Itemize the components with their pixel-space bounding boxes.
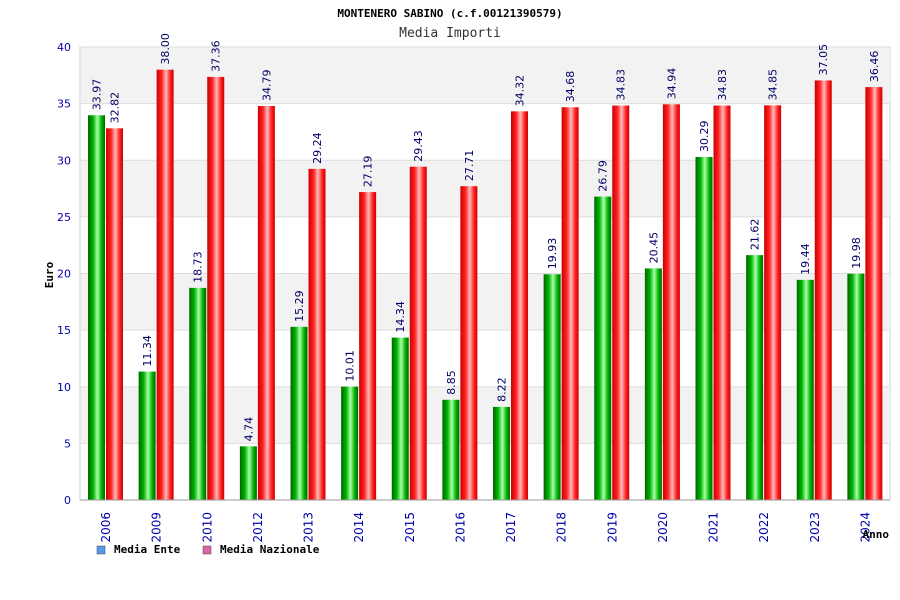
x-tick-label-2016: 2016 — [453, 512, 467, 543]
bar-media-nazionale-2015 — [409, 166, 427, 500]
bar-media-ente-2015 — [391, 337, 409, 500]
value-label-media-ente-2012: 4.74 — [242, 417, 255, 442]
value-label-media-ente-2018: 19.93 — [546, 238, 559, 270]
value-label-media-nazionale-2017: 34.32 — [514, 75, 527, 107]
value-label-media-ente-2016: 8.85 — [445, 370, 458, 395]
x-tick-label-2018: 2018 — [555, 512, 569, 543]
value-label-media-ente-2020: 20.45 — [647, 232, 660, 264]
value-label-media-ente-2021: 30.29 — [698, 120, 711, 152]
value-label-media-nazionale-2020: 34.94 — [665, 68, 678, 100]
y-tick-label: 20 — [57, 268, 71, 281]
chart-subtitle: Media Importi — [399, 26, 501, 41]
y-tick-label: 30 — [57, 154, 71, 167]
x-tick-label-2024: 2024 — [858, 512, 872, 543]
value-label-media-nazionale-2009: 38.00 — [159, 33, 172, 65]
legend-swatch-media-ente — [96, 545, 106, 555]
bar-media-ente-2014 — [341, 386, 359, 500]
bar-media-ente-2024 — [847, 273, 865, 500]
bar-media-nazionale-2022 — [764, 105, 782, 500]
y-tick-label: 25 — [57, 211, 71, 224]
value-label-media-ente-2024: 19.98 — [850, 237, 863, 269]
bar-media-nazionale-2018 — [561, 107, 579, 501]
bar-media-nazionale-2014 — [359, 192, 377, 501]
y-tick-label: 10 — [57, 381, 71, 394]
y-tick-label: 5 — [64, 437, 71, 450]
y-tick-label: 40 — [57, 41, 71, 54]
value-label-media-ente-2022: 21.62 — [749, 219, 762, 251]
bar-media-nazionale-2023 — [814, 80, 832, 500]
value-label-media-nazionale-2022: 34.85 — [767, 69, 780, 101]
bar-media-nazionale-2016 — [460, 186, 478, 500]
bar-media-ente-2009 — [138, 371, 156, 500]
y-tick-label: 0 — [64, 494, 71, 507]
value-label-media-nazionale-2013: 29.24 — [311, 132, 324, 164]
x-tick-label-2014: 2014 — [352, 512, 366, 543]
value-label-media-nazionale-2014: 27.19 — [362, 156, 375, 188]
value-label-media-ente-2023: 19.44 — [799, 243, 812, 275]
value-label-media-nazionale-2019: 34.83 — [615, 69, 628, 101]
x-tick-label-2009: 2009 — [150, 512, 164, 543]
bar-media-nazionale-2013 — [308, 168, 326, 500]
bar-media-nazionale-2024 — [865, 87, 883, 500]
bar-media-ente-2006 — [88, 115, 105, 501]
x-tick-label-2022: 2022 — [757, 512, 771, 543]
value-label-media-ente-2014: 10.01 — [344, 350, 357, 382]
bar-media-ente-2013 — [290, 326, 308, 500]
legend: Media Ente Media Nazionale — [96, 543, 320, 556]
x-tick-label-2013: 2013 — [302, 512, 316, 543]
legend-label-media-ente: Media Ente — [114, 543, 181, 556]
value-label-media-nazionale-2023: 37.05 — [817, 44, 830, 76]
value-label-media-nazionale-2021: 34.83 — [716, 69, 729, 101]
x-tick-label-2017: 2017 — [504, 512, 518, 543]
value-label-media-ente-2015: 14.34 — [394, 301, 407, 333]
y-tick-label: 15 — [57, 324, 71, 337]
legend-label-media-nazionale: Media Nazionale — [220, 543, 320, 556]
value-label-media-ente-2013: 15.29 — [293, 290, 306, 322]
x-tick-label-2019: 2019 — [605, 512, 619, 543]
bar-media-ente-2012 — [239, 446, 257, 500]
y-tick-label: 35 — [57, 98, 71, 111]
bar-media-nazionale-2009 — [156, 69, 174, 501]
value-label-media-nazionale-2024: 36.46 — [868, 51, 881, 83]
value-label-media-nazionale-2016: 27.71 — [463, 150, 476, 182]
bar-media-ente-2020 — [644, 268, 662, 500]
x-tick-label-2010: 2010 — [200, 512, 214, 543]
value-label-media-ente-2019: 26.79 — [597, 160, 610, 192]
bar-media-nazionale-2021 — [713, 105, 731, 501]
bar-media-nazionale-2010 — [207, 76, 225, 500]
bar-media-ente-2022 — [746, 255, 764, 500]
value-label-media-nazionale-2010: 37.36 — [210, 40, 223, 72]
bar-media-ente-2010 — [189, 287, 207, 500]
bar-media-ente-2016 — [442, 399, 460, 500]
value-label-media-ente-2006: 33.97 — [91, 79, 104, 111]
value-label-media-ente-2009: 11.34 — [141, 335, 154, 367]
value-label-media-ente-2017: 8.22 — [496, 377, 509, 402]
x-tick-label-2006: 2006 — [99, 512, 113, 543]
x-tick-label-2020: 2020 — [656, 512, 670, 543]
value-label-media-nazionale-2006: 32.82 — [109, 92, 122, 124]
chart-title: MONTENERO SABINO (c.f.00121390579) — [337, 7, 562, 20]
bar-media-ente-2018 — [543, 274, 561, 500]
value-label-media-nazionale-2015: 29.43 — [412, 130, 425, 162]
x-tick-label-2012: 2012 — [251, 512, 265, 543]
x-axis-label: Anno — [863, 528, 890, 541]
bar-media-ente-2019 — [594, 196, 612, 500]
x-tick-label-2015: 2015 — [403, 512, 417, 543]
value-label-media-ente-2010: 18.73 — [192, 251, 205, 283]
bar-media-ente-2021 — [695, 156, 713, 500]
bar-media-nazionale-2012 — [257, 106, 275, 501]
value-label-media-nazionale-2018: 34.68 — [564, 71, 577, 103]
bar-media-nazionale-2017 — [511, 111, 528, 501]
bar-media-ente-2023 — [796, 279, 814, 500]
bar-media-nazionale-2019 — [612, 105, 630, 501]
x-tick-label-2023: 2023 — [808, 512, 822, 543]
y-axis-label: Euro — [43, 261, 56, 288]
value-label-media-nazionale-2012: 34.79 — [260, 70, 273, 102]
bar-media-ente-2017 — [493, 406, 510, 500]
bar-media-nazionale-2006 — [106, 128, 123, 500]
bar-media-nazionale-2020 — [662, 104, 680, 500]
x-tick-label-2021: 2021 — [707, 512, 721, 543]
legend-swatch-media-nazionale — [202, 545, 212, 555]
